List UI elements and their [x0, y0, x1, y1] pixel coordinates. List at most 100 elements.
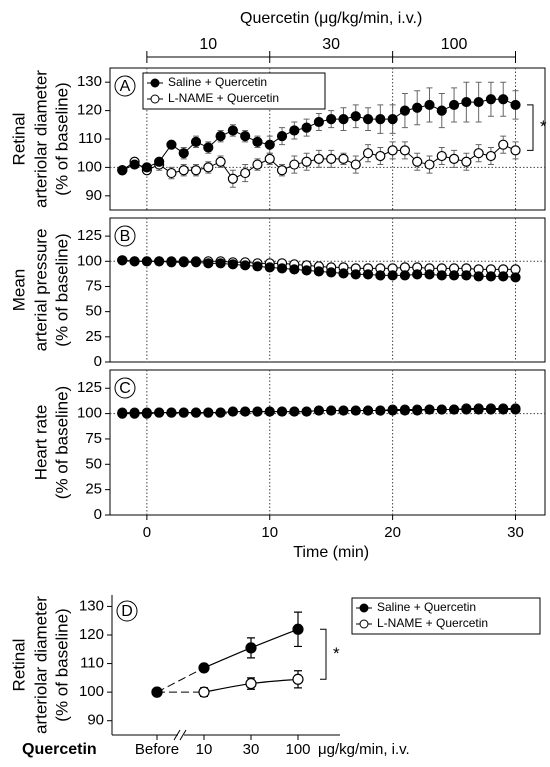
data-point	[424, 159, 435, 170]
data-point	[215, 258, 226, 269]
series-line-dashed	[156, 667, 205, 693]
data-point	[154, 407, 165, 418]
data-point	[245, 677, 257, 690]
legend-label: L-NAME + Quercetin	[168, 91, 279, 105]
data-point	[350, 111, 361, 122]
data-point	[203, 142, 214, 153]
data-point	[510, 272, 521, 283]
data-point	[326, 267, 337, 278]
data-point	[498, 139, 509, 150]
data-point	[338, 114, 349, 125]
data-point	[461, 96, 472, 108]
data-point	[264, 262, 275, 273]
x-tick-label: 30	[243, 741, 260, 758]
data-point	[154, 156, 165, 167]
y-axis-label: Heart rate	[31, 405, 50, 481]
data-point	[399, 405, 411, 416]
group-label: Quercetin	[22, 741, 97, 758]
data-point	[154, 256, 165, 267]
panel-label: C	[119, 380, 131, 397]
data-point	[338, 153, 349, 164]
panel-label: B	[120, 228, 131, 245]
y-tick-label: 110	[78, 130, 102, 147]
data-point	[301, 406, 312, 417]
data-point	[387, 270, 398, 281]
data-point	[276, 263, 288, 274]
data-point	[485, 94, 497, 105]
y-tick-label: 50	[85, 303, 102, 320]
data-point	[178, 165, 189, 176]
plot-frame	[109, 369, 546, 516]
data-point	[375, 405, 386, 416]
data-point	[436, 150, 447, 162]
data-point	[289, 406, 300, 417]
data-point	[338, 268, 349, 279]
data-point	[362, 148, 374, 159]
y-axis-label: arteriolar diameter	[31, 596, 50, 734]
data-point	[190, 407, 202, 418]
data-point	[292, 673, 304, 685]
legend-label: Saline + Quercetin	[377, 600, 476, 614]
data-point	[301, 122, 312, 133]
x-axis-label: μg/kg/min, i.v.	[318, 741, 410, 758]
data-point	[375, 150, 386, 162]
data-point	[498, 94, 509, 105]
x-tick-label: 0	[143, 524, 151, 541]
axis-break	[173, 729, 187, 741]
x-axis-label: Time (min)	[293, 544, 369, 561]
y-tick-label: 0	[94, 506, 102, 523]
data-point	[375, 270, 386, 281]
y-tick-label: 100	[77, 405, 102, 422]
data-point	[362, 405, 374, 416]
panel-label-circle	[114, 377, 136, 399]
y-tick-label: 130	[79, 597, 104, 614]
data-point	[338, 405, 349, 416]
y-tick-label: 100	[77, 158, 102, 175]
legend-marker	[359, 603, 369, 613]
y-tick-label: 90	[85, 187, 102, 204]
data-point	[350, 159, 361, 170]
data-point	[424, 269, 435, 280]
data-point	[190, 257, 202, 268]
data-point	[166, 257, 177, 268]
y-axis-label: Mean	[9, 269, 28, 312]
data-point	[485, 150, 497, 162]
legend-label: Saline + Quercetin	[168, 75, 267, 89]
legend-marker	[150, 78, 160, 88]
data-point	[424, 99, 435, 111]
x-tick-label: 10	[196, 741, 213, 758]
y-tick-label: 75	[85, 430, 102, 447]
data-point	[190, 136, 202, 147]
y-axis-label: Retinal	[9, 639, 28, 692]
data-point	[252, 406, 263, 417]
data-point	[166, 139, 177, 150]
data-point	[313, 116, 324, 128]
data-point	[289, 125, 300, 136]
data-point	[178, 148, 189, 159]
data-point	[510, 145, 521, 156]
data-point	[326, 153, 337, 164]
data-point	[473, 404, 484, 415]
data-point	[264, 153, 275, 164]
data-point	[215, 407, 226, 418]
y-axis-label: (% of baseline)	[52, 233, 71, 346]
data-point	[203, 407, 214, 418]
data-point	[227, 125, 238, 136]
data-point	[313, 266, 324, 277]
data-point	[399, 145, 411, 156]
y-tick-label: 90	[87, 712, 104, 729]
data-point	[117, 165, 128, 176]
data-point	[252, 159, 263, 170]
data-point	[264, 139, 275, 150]
y-tick-label: 50	[85, 455, 102, 472]
data-point	[375, 114, 386, 125]
data-point	[117, 408, 128, 419]
data-point	[264, 406, 275, 417]
y-axis-label: Retinal	[9, 113, 28, 166]
panel-label-circle	[114, 225, 136, 247]
data-point	[350, 405, 361, 416]
panel-label-circle	[116, 600, 138, 622]
panel-label: D	[121, 603, 133, 620]
data-point	[166, 167, 177, 179]
